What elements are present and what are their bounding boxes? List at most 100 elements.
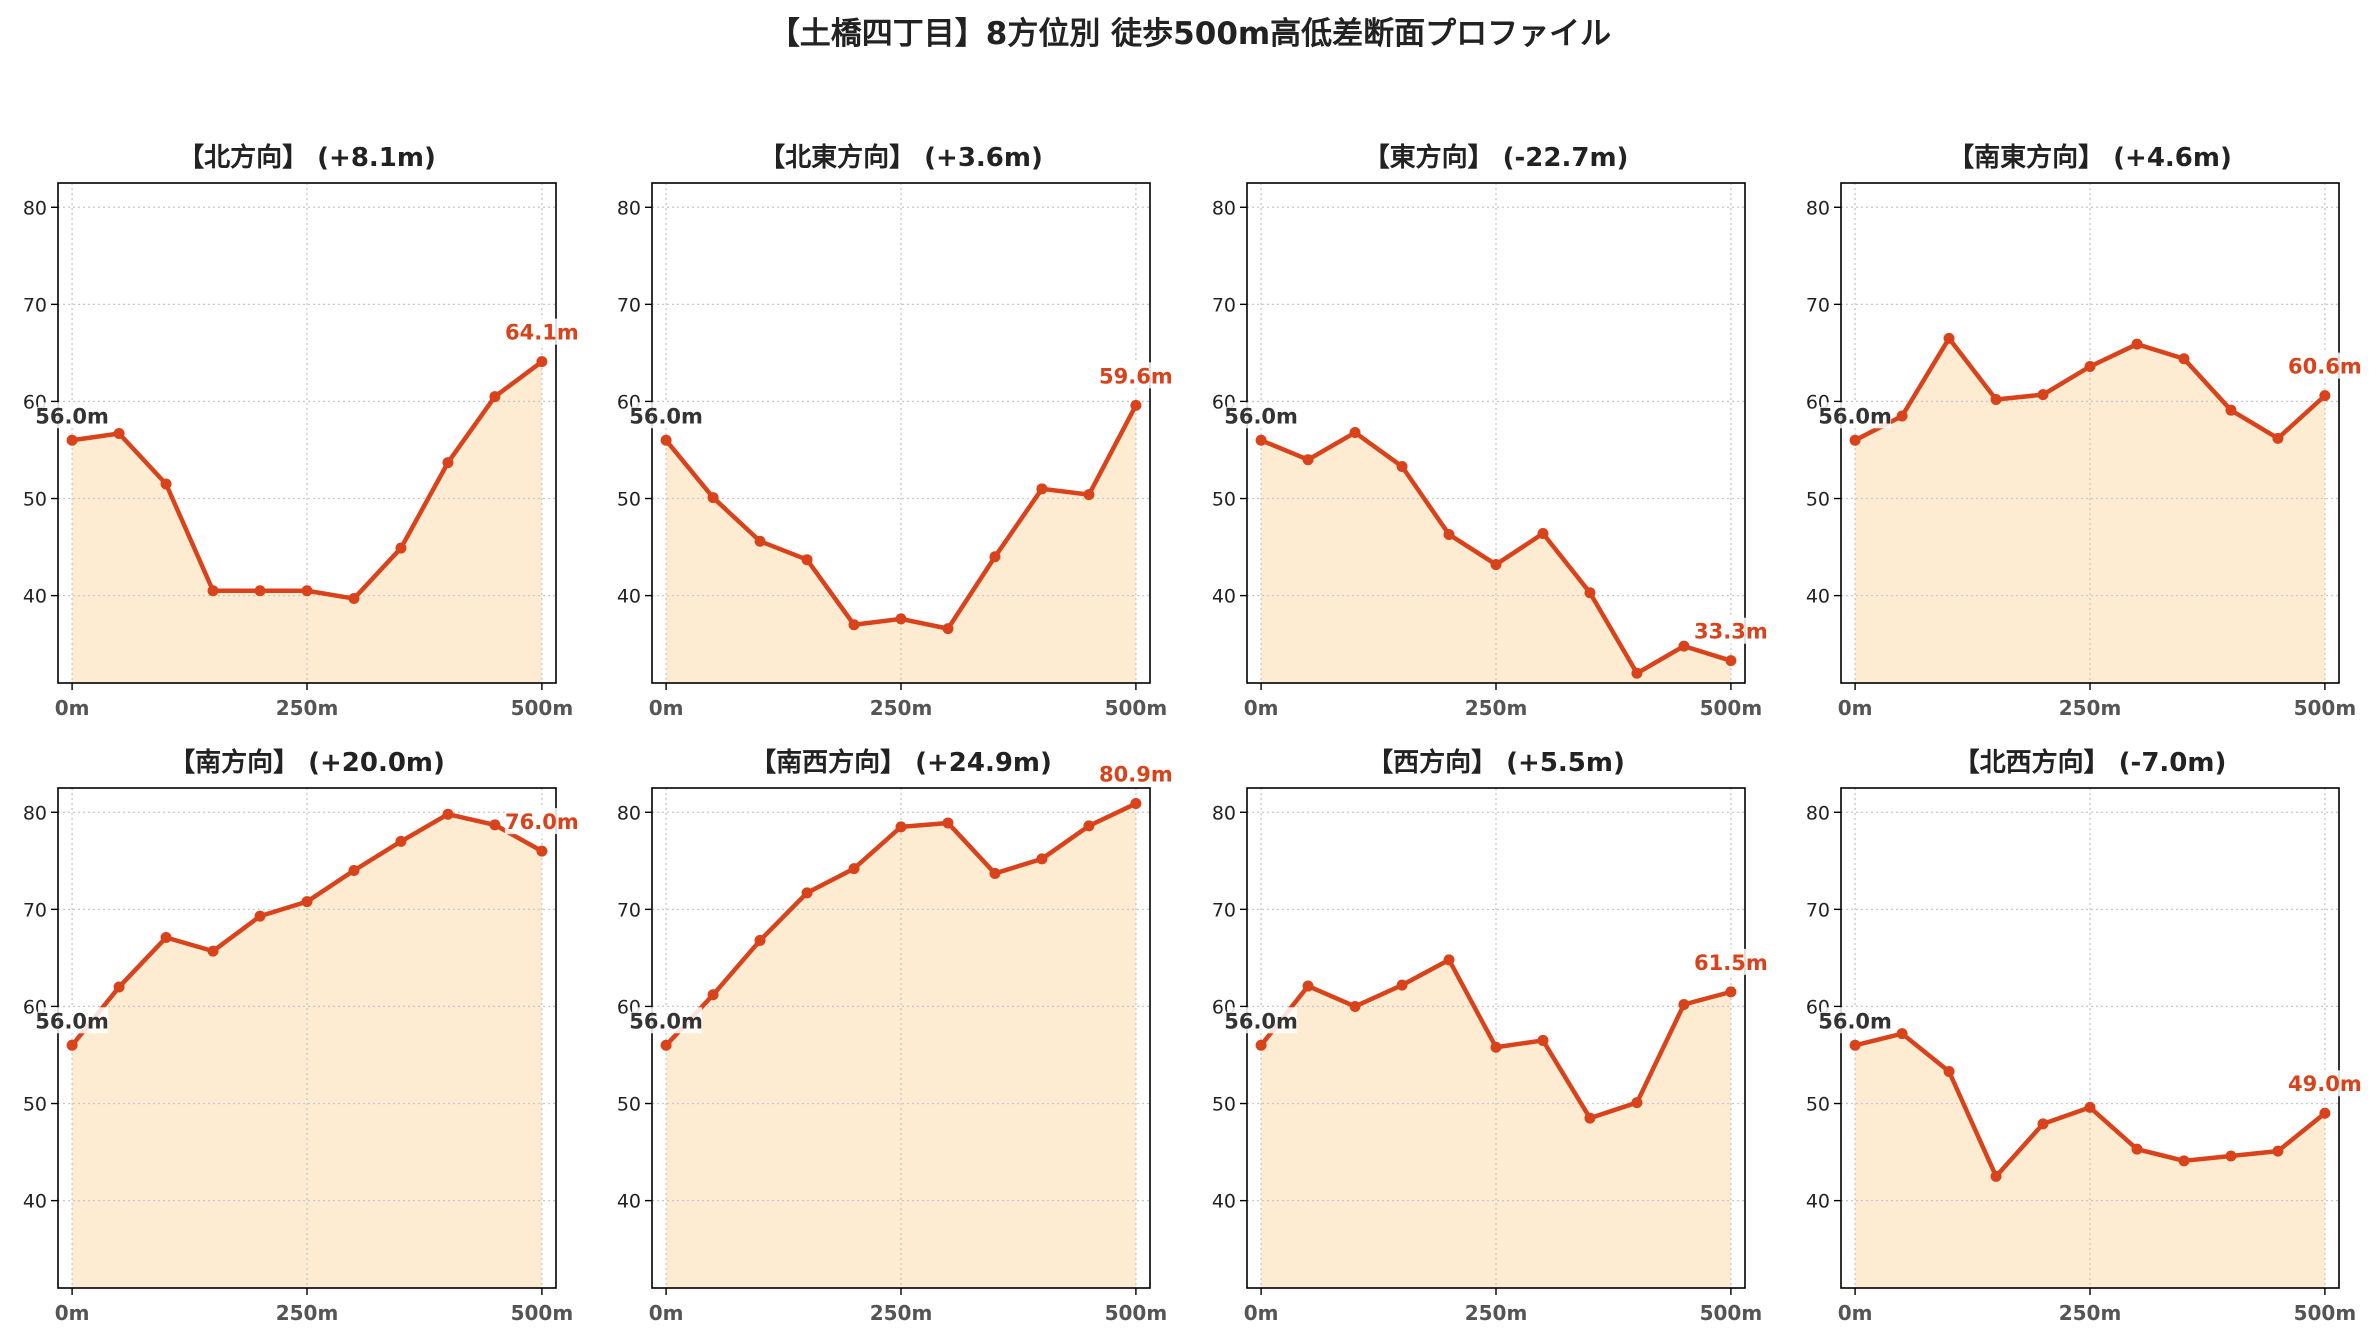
data-point bbox=[989, 867, 1001, 879]
data-point bbox=[1943, 1065, 1955, 1077]
elevation-area bbox=[666, 803, 1136, 1288]
y-tick-label: 80 bbox=[1806, 802, 1830, 824]
y-tick-label: 70 bbox=[617, 899, 641, 921]
y-tick-label: 70 bbox=[23, 899, 47, 921]
start-elevation-label: 56.0m bbox=[35, 1009, 109, 1033]
y-tick-label: 70 bbox=[1806, 294, 1830, 316]
data-point bbox=[1849, 434, 1861, 446]
end-elevation-label: 61.5m bbox=[1694, 951, 1768, 975]
y-tick-label: 80 bbox=[23, 802, 47, 824]
data-point bbox=[301, 896, 313, 908]
x-tick-label: 500m bbox=[511, 696, 574, 720]
end-label-bg bbox=[2287, 1070, 2364, 1097]
x-tick-label: 500m bbox=[2294, 1301, 2357, 1325]
data-point bbox=[536, 845, 548, 857]
x-tick-label: 0m bbox=[1838, 696, 1873, 720]
x-tick-label: 500m bbox=[1105, 696, 1168, 720]
x-tick-label: 0m bbox=[1838, 1301, 1873, 1325]
start-label-bg bbox=[38, 402, 109, 429]
x-tick-label: 250m bbox=[1465, 1301, 1528, 1325]
data-point bbox=[2272, 1145, 2284, 1157]
end-label-bg bbox=[1098, 760, 1175, 787]
start-label-bg bbox=[38, 1007, 109, 1034]
data-point bbox=[1443, 954, 1455, 966]
data-point bbox=[2178, 1155, 2190, 1167]
x-tick-label: 500m bbox=[511, 1301, 574, 1325]
data-point bbox=[1678, 999, 1690, 1011]
x-tick-label: 250m bbox=[276, 696, 339, 720]
data-point bbox=[1725, 655, 1737, 667]
start-elevation-label: 56.0m bbox=[35, 404, 109, 428]
data-point bbox=[536, 356, 548, 368]
data-point bbox=[801, 887, 813, 899]
data-point bbox=[660, 1039, 672, 1051]
panel-title: 【北方向】 (+8.1m) bbox=[178, 142, 436, 173]
y-tick-label: 40 bbox=[1212, 1191, 1236, 1213]
data-point bbox=[1083, 489, 1095, 501]
y-tick-label: 80 bbox=[617, 197, 641, 219]
y-tick-label: 50 bbox=[617, 1094, 641, 1116]
y-tick-label: 40 bbox=[617, 586, 641, 608]
x-tick-label: 250m bbox=[2059, 1301, 2122, 1325]
end-elevation-label: 33.3m bbox=[1694, 620, 1768, 644]
y-tick-label: 40 bbox=[1806, 1191, 1830, 1213]
data-point bbox=[660, 434, 672, 446]
data-point bbox=[395, 542, 407, 554]
data-point bbox=[1631, 667, 1643, 679]
start-label-bg bbox=[632, 402, 703, 429]
x-tick-label: 0m bbox=[55, 1301, 90, 1325]
x-tick-label: 250m bbox=[870, 1301, 933, 1325]
data-point bbox=[348, 593, 360, 605]
data-point bbox=[1725, 986, 1737, 998]
data-point bbox=[2225, 404, 2237, 416]
start-elevation-label: 56.0m bbox=[1224, 404, 1298, 428]
data-point bbox=[2037, 389, 2049, 401]
y-tick-label: 50 bbox=[1212, 1094, 1236, 1116]
data-point bbox=[1349, 1000, 1361, 1012]
panel-title: 【南西方向】 (+24.9m) bbox=[750, 747, 1052, 778]
elevation-area bbox=[1855, 1033, 2325, 1288]
data-point bbox=[254, 585, 266, 597]
x-tick-label: 250m bbox=[2059, 696, 2122, 720]
data-point bbox=[395, 835, 407, 847]
data-point bbox=[848, 863, 860, 875]
x-tick-label: 0m bbox=[55, 696, 90, 720]
end-label-bg bbox=[1693, 948, 1770, 975]
data-point bbox=[1943, 332, 1955, 344]
x-tick-label: 250m bbox=[276, 1301, 339, 1325]
elevation-area bbox=[1855, 338, 2325, 683]
y-tick-label: 50 bbox=[23, 1094, 47, 1116]
y-tick-label: 50 bbox=[1806, 1094, 1830, 1116]
start-label-bg bbox=[1821, 402, 1892, 429]
data-point bbox=[1036, 853, 1048, 865]
start-label-bg bbox=[1227, 1007, 1298, 1034]
y-tick-label: 50 bbox=[1806, 489, 1830, 511]
data-point bbox=[1678, 640, 1690, 652]
x-tick-label: 0m bbox=[1244, 1301, 1279, 1325]
panel-title: 【南方向】 (+20.0m) bbox=[169, 747, 445, 778]
x-tick-label: 0m bbox=[649, 696, 684, 720]
start-elevation-label: 56.0m bbox=[1818, 404, 1892, 428]
end-label-bg bbox=[1098, 362, 1175, 389]
data-point bbox=[113, 427, 125, 439]
y-tick-label: 80 bbox=[1212, 197, 1236, 219]
data-point bbox=[2225, 1150, 2237, 1162]
figure-title: 【土橋四丁目】8方位別 徒歩500m高低差断面プロファイル bbox=[769, 16, 1611, 52]
data-point bbox=[442, 808, 454, 820]
data-point bbox=[1302, 454, 1314, 466]
y-tick-label: 70 bbox=[23, 294, 47, 316]
data-point bbox=[2319, 390, 2331, 402]
data-point bbox=[1990, 394, 2002, 406]
data-point bbox=[942, 817, 954, 829]
panel-title: 【南東方向】 (+4.6m) bbox=[1948, 142, 2232, 173]
end-elevation-label: 59.6m bbox=[1099, 364, 1173, 388]
data-point bbox=[1990, 1170, 2002, 1182]
y-tick-label: 80 bbox=[1212, 802, 1236, 824]
